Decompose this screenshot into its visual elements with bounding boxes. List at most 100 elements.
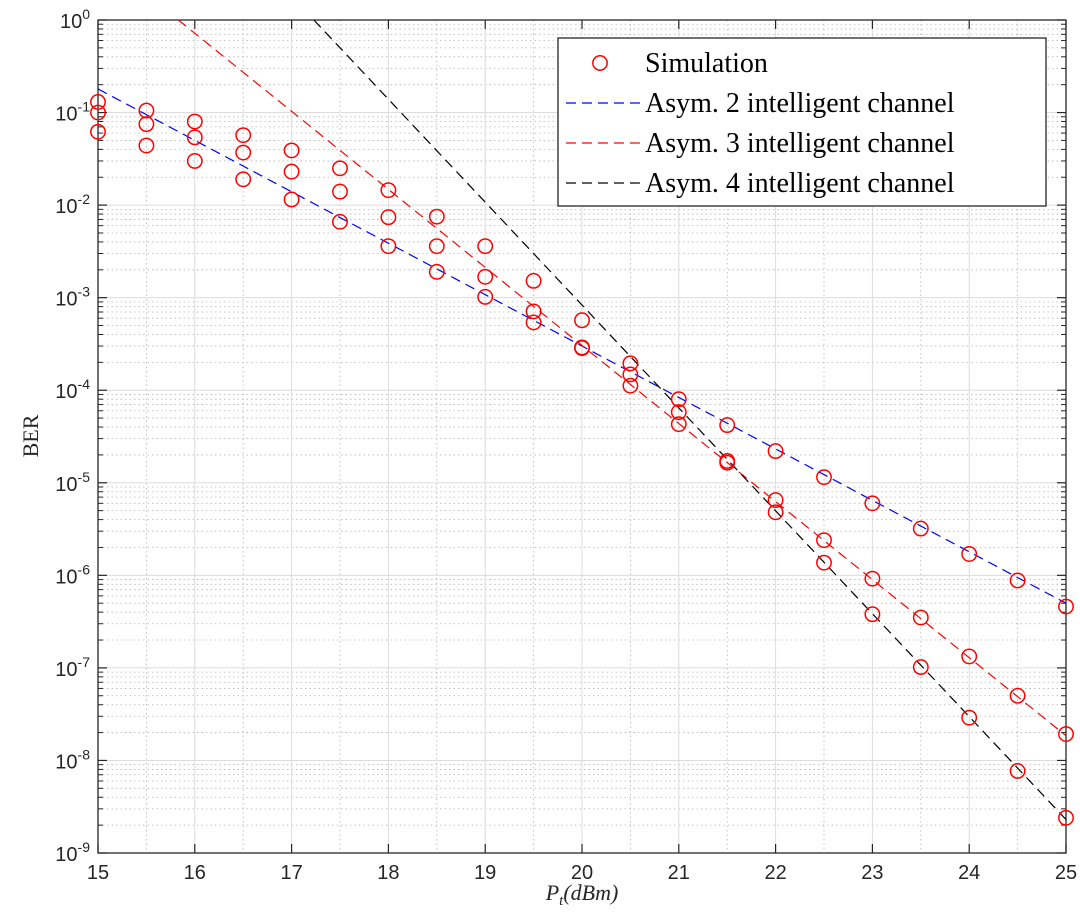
simulation-point (477, 238, 494, 255)
x-tick-labels: 15 16 17 18 19 20 21 22 23 24 25 (87, 862, 1077, 884)
simulation-point (622, 366, 639, 383)
y-tick-base: 10 (55, 844, 77, 866)
simulation-point (90, 123, 106, 140)
x-tick-label: 21 (668, 862, 690, 884)
simulation-point (1058, 598, 1074, 615)
y-tick-base: 10 (55, 381, 77, 403)
y-tick-exponent: -6 (78, 561, 91, 577)
simulation-point (961, 648, 978, 665)
simulation-point (912, 659, 929, 676)
y-tick-exponent: -4 (78, 376, 91, 392)
y-tick-base: 10 (55, 289, 77, 311)
asymptote-lines (97, 19, 1067, 820)
legend-entry-asym-4-intelligent-channel: Asym. 4 intelligent channel (566, 168, 955, 199)
y-tick-base: 10 (55, 104, 77, 126)
y-tick-label: 10-6 (55, 561, 90, 588)
simulation-point (186, 113, 203, 130)
simulation-point (1009, 572, 1026, 589)
x-tick-label: 16 (184, 862, 206, 884)
simulation-point (767, 492, 784, 509)
series-line-asym-4-intelligent-channel (313, 19, 1067, 820)
y-tick-label: 10-5 (55, 469, 90, 496)
y-tick-exponent: -9 (78, 839, 91, 855)
simulation-point (90, 104, 106, 121)
y-tick-base: 10 (55, 566, 77, 588)
legend-label: Asym. 2 intelligent channel (645, 88, 955, 119)
x-tick-label: 22 (764, 862, 786, 884)
simulation-point (864, 495, 881, 512)
y-tick-base: 10 (55, 751, 77, 773)
y-tick-label: 10-3 (55, 284, 90, 311)
simulation-point (719, 417, 736, 434)
y-tick-exponent: 0 (82, 6, 90, 22)
simulation-point (912, 609, 929, 626)
simulation-point (912, 520, 929, 537)
simulation-point (719, 454, 736, 471)
simulation-point (332, 160, 348, 177)
legend-items: Simulation Asym. 2 intelligent channel Asy… (566, 48, 955, 199)
simulation-point (1009, 763, 1026, 779)
simulation-point (428, 208, 445, 225)
simulation-point (767, 443, 784, 460)
legend: Simulation Asym. 2 intelligent channel Asy… (557, 37, 1047, 207)
simulation-point (477, 268, 494, 285)
y-tick-base: 10 (55, 474, 77, 496)
y-tick-base: 10 (60, 11, 82, 33)
simulation-point (1058, 809, 1074, 826)
y-tick-label: 10-2 (55, 191, 90, 218)
simulation-point (622, 355, 639, 372)
simulation-point (864, 570, 881, 587)
y-tick-label: 10-7 (55, 654, 90, 681)
simulation-point (186, 153, 203, 169)
simulation-point (525, 314, 542, 331)
simulation-point (574, 340, 590, 357)
simulation-point (235, 144, 252, 161)
simulation-point (816, 554, 832, 571)
legend-entry-simulation: Simulation (592, 48, 768, 79)
simulation-point (186, 129, 203, 146)
x-tick-label: 25 (1055, 862, 1077, 884)
simulation-point (864, 606, 881, 623)
simulation-point (670, 391, 687, 408)
simulation-point (380, 182, 397, 199)
simulation-point (90, 94, 106, 110)
simulation-point (525, 272, 542, 289)
simulation-point (332, 213, 348, 230)
x-tick-label: 23 (861, 862, 883, 884)
simulation-point (380, 209, 397, 226)
x-tick-label: 19 (474, 862, 496, 884)
legend-label: Asym. 3 intelligent channel (645, 128, 955, 159)
x-tick-label: 20 (571, 862, 593, 884)
x-tick-label: 15 (87, 862, 109, 884)
simulation-point (283, 163, 300, 180)
y-tick-exponent: -3 (78, 284, 91, 300)
simulation-point (1009, 687, 1026, 704)
legend-marker (592, 55, 608, 71)
simulation-point (622, 377, 639, 394)
simulation-markers (90, 94, 1074, 826)
simulation-point (428, 238, 445, 255)
x-tick-label: 24 (958, 862, 980, 884)
simulation-point (816, 532, 832, 549)
simulation-point (235, 171, 252, 188)
simulation-point (428, 263, 445, 280)
simulation-point (816, 469, 832, 486)
simulation-point (670, 416, 687, 433)
y-tick-base: 10 (55, 659, 77, 681)
series-line-asym-3-intelligent-channel (177, 19, 1067, 737)
simulation-point (961, 546, 978, 562)
y-tick-exponent: -8 (78, 746, 91, 762)
simulation-point (332, 183, 348, 200)
simulation-point (961, 709, 978, 726)
y-tick-exponent: -7 (78, 654, 91, 670)
x-axis-label: Pt(dBm) (545, 880, 619, 909)
legend-entry-asym-2-intelligent-channel: Asym. 2 intelligent channel (566, 88, 955, 119)
y-tick-label: 10-4 (55, 376, 90, 403)
simulation-point (670, 404, 687, 421)
simulation-point (235, 127, 252, 144)
y-tick-label: 10-9 (55, 839, 90, 866)
y-axis-label: BER (18, 414, 43, 457)
legend-box (557, 37, 1047, 207)
